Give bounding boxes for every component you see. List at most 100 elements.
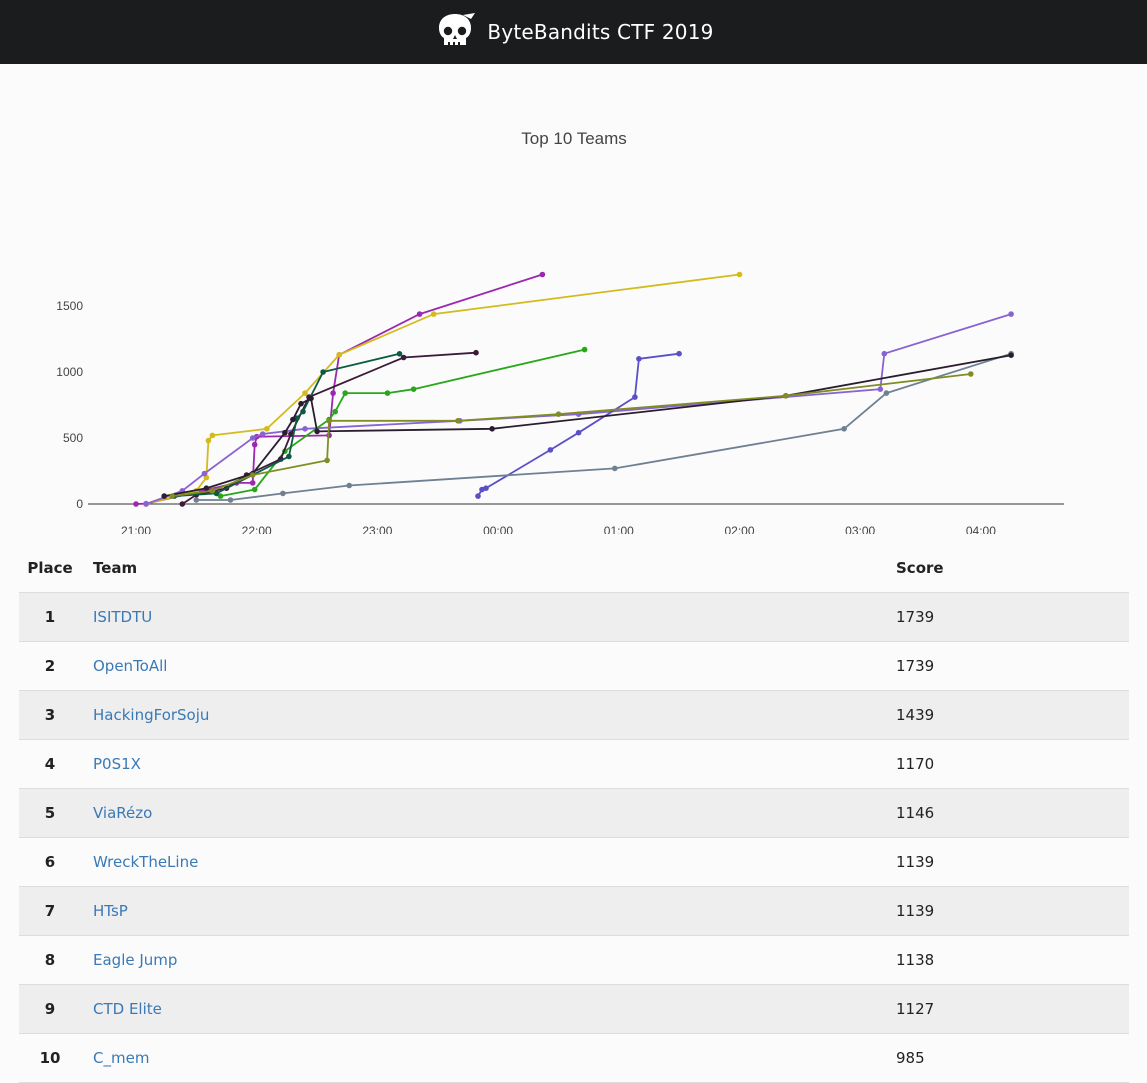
team-link[interactable]: OpenToAll: [93, 656, 168, 675]
data-point[interactable]: [346, 482, 353, 489]
place-cell: 2: [19, 641, 81, 691]
data-point[interactable]: [332, 408, 339, 415]
data-point[interactable]: [169, 493, 175, 499]
data-point[interactable]: [384, 390, 391, 396]
data-point[interactable]: [736, 271, 743, 278]
site-title[interactable]: ByteBandits CTF 2019: [487, 20, 714, 44]
series-line: [196, 352, 1012, 501]
data-point[interactable]: [324, 457, 330, 464]
team-cell: C_mem: [81, 1033, 896, 1083]
data-point[interactable]: [302, 390, 308, 396]
data-point[interactable]: [612, 465, 618, 472]
data-point[interactable]: [205, 437, 212, 444]
data-point[interactable]: [475, 493, 481, 499]
data-point[interactable]: [290, 416, 296, 423]
data-point[interactable]: [473, 349, 479, 356]
score-cell: 1170: [896, 739, 1129, 789]
data-point[interactable]: [575, 429, 582, 436]
team-link[interactable]: P0S1X: [93, 754, 141, 773]
data-point[interactable]: [213, 490, 220, 497]
place-cell: 8: [19, 935, 81, 985]
data-point[interactable]: [280, 490, 286, 497]
data-point[interactable]: [308, 395, 314, 402]
y-tick-label: 1000: [56, 365, 83, 379]
data-point[interactable]: [209, 432, 216, 439]
series-line: [135, 273, 543, 505]
data-point[interactable]: [841, 426, 847, 432]
chart-title: Top 10 Teams: [521, 129, 627, 148]
data-point[interactable]: [783, 393, 789, 399]
data-point[interactable]: [400, 354, 407, 361]
data-point[interactable]: [143, 501, 149, 507]
data-point[interactable]: [968, 371, 974, 377]
data-point[interactable]: [161, 493, 167, 499]
data-point[interactable]: [483, 485, 489, 492]
data-point[interactable]: [249, 435, 256, 441]
data-point[interactable]: [342, 390, 349, 396]
data-point[interactable]: [193, 497, 200, 503]
data-point[interactable]: [251, 486, 258, 493]
data-point[interactable]: [203, 485, 210, 492]
data-point[interactable]: [300, 408, 306, 415]
team-link[interactable]: Eagle Jump: [93, 950, 178, 969]
data-point[interactable]: [883, 390, 890, 396]
data-point[interactable]: [676, 350, 682, 357]
data-point[interactable]: [264, 426, 270, 432]
data-point[interactable]: [201, 470, 208, 477]
data-point[interactable]: [326, 418, 332, 424]
data-point[interactable]: [217, 493, 224, 499]
data-point[interactable]: [298, 400, 304, 407]
data-point[interactable]: [455, 418, 461, 424]
data-point[interactable]: [632, 394, 638, 400]
data-point[interactable]: [314, 428, 320, 435]
data-point[interactable]: [249, 480, 256, 486]
data-point[interactable]: [259, 431, 266, 437]
score-cell: 1739: [896, 641, 1129, 691]
data-point[interactable]: [209, 488, 216, 494]
team-link[interactable]: CTD Elite: [93, 999, 162, 1018]
data-point[interactable]: [636, 356, 642, 362]
data-point[interactable]: [133, 501, 139, 507]
data-point[interactable]: [396, 351, 403, 357]
series-eagle-jump[interactable]: [171, 351, 403, 499]
data-point[interactable]: [1008, 311, 1014, 317]
data-point[interactable]: [330, 390, 336, 396]
team-link[interactable]: HTsP: [93, 901, 128, 920]
series-ctd-elite[interactable]: [161, 352, 1014, 499]
team-link[interactable]: ISITDTU: [93, 607, 153, 626]
series-hackingforsoju[interactable]: [143, 311, 1014, 507]
skull-pirate-icon[interactable]: [433, 12, 477, 52]
data-point[interactable]: [539, 271, 546, 278]
data-point[interactable]: [416, 311, 423, 317]
data-point[interactable]: [547, 447, 554, 453]
data-point[interactable]: [881, 350, 888, 357]
score-cell: 1146: [896, 788, 1129, 838]
data-point[interactable]: [320, 369, 326, 375]
team-link[interactable]: ViaRézo: [93, 803, 153, 822]
data-point[interactable]: [251, 441, 258, 448]
place-cell: 7: [19, 886, 81, 936]
data-point[interactable]: [286, 453, 292, 460]
data-point[interactable]: [249, 472, 256, 478]
team-cell: HackingForSoju: [81, 690, 896, 740]
team-link[interactable]: HackingForSoju: [93, 705, 210, 724]
data-point[interactable]: [179, 501, 186, 507]
team-link[interactable]: WreckTheLine: [93, 852, 199, 871]
data-point[interactable]: [302, 426, 308, 432]
data-point[interactable]: [288, 431, 294, 437]
score-cell: 1739: [896, 592, 1129, 642]
data-point[interactable]: [489, 426, 495, 432]
team-link[interactable]: C_mem: [93, 1048, 150, 1067]
data-point[interactable]: [430, 311, 437, 317]
data-point[interactable]: [282, 429, 288, 436]
series-c-mem[interactable]: [169, 371, 974, 499]
data-point[interactable]: [410, 386, 417, 393]
series-wrecktheline[interactable]: [475, 350, 682, 499]
data-point[interactable]: [336, 352, 343, 358]
data-point[interactable]: [877, 386, 884, 393]
data-point[interactable]: [555, 411, 562, 418]
data-point[interactable]: [581, 346, 588, 353]
data-point[interactable]: [227, 497, 234, 503]
data-point[interactable]: [1008, 352, 1014, 359]
place-cell: 6: [19, 837, 81, 887]
